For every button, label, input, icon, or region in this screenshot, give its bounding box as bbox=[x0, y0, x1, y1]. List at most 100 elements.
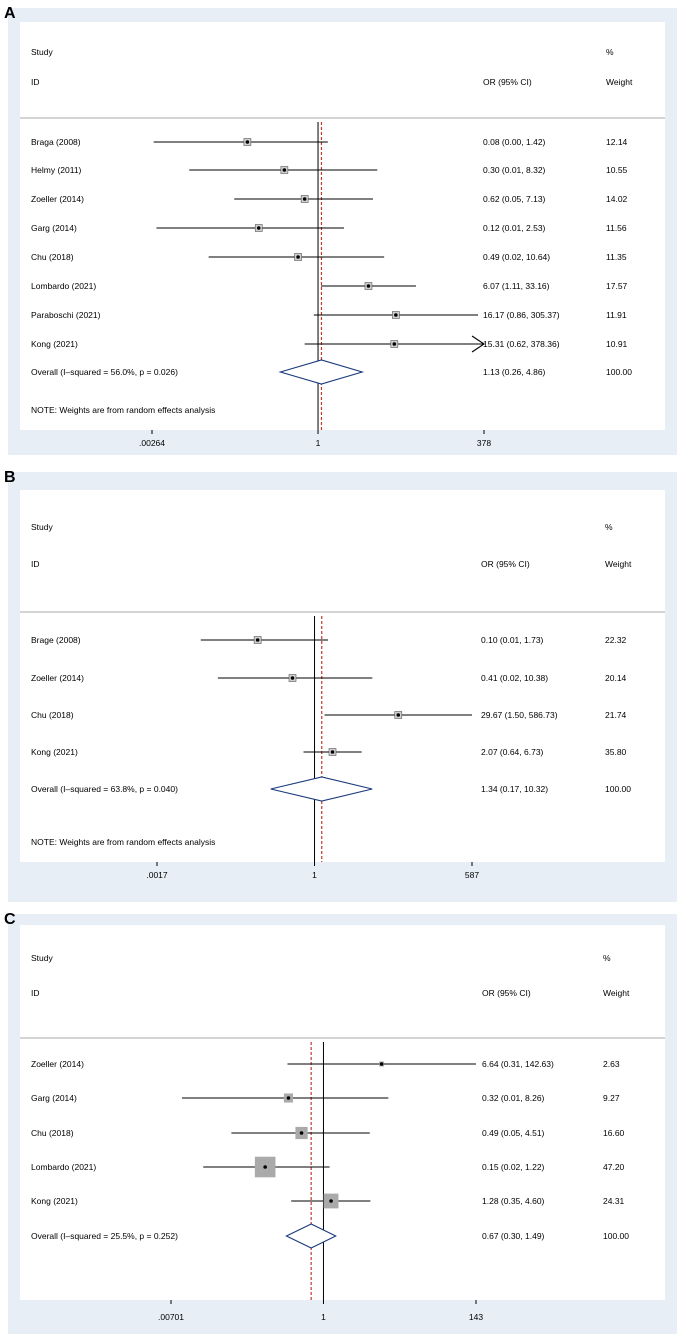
panel-a-study-weight: 11.91 bbox=[606, 310, 627, 320]
panel-c-study-or-ci: 0.32 (0.01, 8.26) bbox=[482, 1093, 545, 1103]
panel-a-study-name: Lombardo (2021) bbox=[31, 281, 96, 291]
panel-a-overall-weight: 100.00 bbox=[606, 367, 632, 377]
panel-a-tick-label: 378 bbox=[477, 438, 491, 448]
panel-b-tick-label: 587 bbox=[465, 870, 479, 880]
panel-b-point-estimate bbox=[290, 676, 295, 680]
panel-c-tick-label: 1 bbox=[321, 1312, 326, 1322]
panel-b-study-or-ci: 2.07 (0.64, 6.73) bbox=[481, 747, 544, 757]
panel-a-study-weight: 11.56 bbox=[606, 223, 627, 233]
panel-c-overall-diamond bbox=[285, 1223, 337, 1249]
panel-a-overall-label: Overall (I–squared = 56.0%, p = 0.026) bbox=[31, 367, 178, 377]
panel-c-overall-weight: 100.00 bbox=[603, 1231, 629, 1241]
panel-a-study-name: Garg (2014) bbox=[31, 223, 77, 233]
panel-c-study-name: Chu (2018) bbox=[31, 1128, 74, 1138]
panel-a-point-estimate bbox=[394, 313, 398, 317]
panel-a-study-or-ci: 0.49 (0.02, 10.64) bbox=[483, 252, 550, 262]
panel-c-header-percent: % bbox=[603, 953, 611, 963]
panel-c-study-or-ci: 6.64 (0.31, 142.63) bbox=[482, 1059, 554, 1069]
panel-c-tick-label: .00701 bbox=[158, 1312, 184, 1322]
panel-a-point-estimate bbox=[302, 197, 307, 201]
panel-a-header-or: OR (95% CI) bbox=[483, 77, 532, 87]
panel-a-study-name: Paraboschi (2021) bbox=[31, 310, 101, 320]
panel-b-study-or-ci: 0.10 (0.01, 1.73) bbox=[481, 635, 544, 645]
panel-c-point-estimate bbox=[286, 1096, 291, 1100]
panel-b-point-estimate bbox=[396, 713, 401, 717]
panel-c-study-weight: 9.27 bbox=[603, 1093, 620, 1103]
panel-a-study-name: Chu (2018) bbox=[31, 252, 74, 262]
panel-b-study-or-ci: 0.41 (0.02, 10.38) bbox=[481, 673, 548, 683]
panel-b-tick-label: .0017 bbox=[146, 870, 168, 880]
panel-a-plot-area bbox=[20, 22, 665, 430]
panel-a-study-or-ci: 15.31 (0.62, 378.36) bbox=[483, 339, 560, 349]
panel-c-overall-or-ci: 0.67 (0.30, 1.49) bbox=[482, 1231, 545, 1241]
panel-b-header-id: ID bbox=[31, 559, 40, 569]
panel-a-point-estimate bbox=[366, 284, 371, 288]
panel-b-point-estimate bbox=[330, 750, 335, 754]
panel-b-plot-area bbox=[20, 490, 665, 862]
panel-a-study-or-ci: 0.62 (0.05, 7.13) bbox=[483, 194, 546, 204]
panel-c-study-weight: 16.60 bbox=[603, 1128, 625, 1138]
panel-b-letter: B bbox=[4, 469, 16, 486]
panel-a-study-or-ci: 0.08 (0.00, 1.42) bbox=[483, 137, 546, 147]
panel-c-plot-area bbox=[20, 925, 665, 1300]
panel-b-overall-weight: 100.00 bbox=[605, 784, 631, 794]
panel-a-point-estimate bbox=[256, 226, 261, 230]
panel-c-study-weight: 47.20 bbox=[603, 1162, 625, 1172]
panel-b-overall-diamond bbox=[270, 776, 373, 802]
panel-c-header-study: Study bbox=[31, 953, 53, 963]
panel-a-tick-label: 1 bbox=[316, 438, 321, 448]
panel-a-study-or-ci: 0.12 (0.01, 2.53) bbox=[483, 223, 546, 233]
panel-b-point-estimate bbox=[255, 638, 260, 642]
panel-a-header-weight: Weight bbox=[606, 77, 633, 87]
panel-a-study-weight: 14.02 bbox=[606, 194, 628, 204]
panel-a-header-id: ID bbox=[31, 77, 40, 87]
panel-b-tick-label: 1 bbox=[312, 870, 317, 880]
panel-a-study-name: Zoeller (2014) bbox=[31, 194, 84, 204]
panel-a-point-estimate bbox=[392, 342, 397, 346]
panel-a-note: NOTE: Weights are from random effects an… bbox=[31, 405, 215, 415]
panel-c-point-estimate bbox=[379, 1062, 384, 1066]
panel-b-header-percent: % bbox=[605, 522, 613, 532]
panel-a-overall-diamond bbox=[278, 359, 365, 385]
panel-a-header-study: Study bbox=[31, 47, 53, 57]
panel-b-header-weight: Weight bbox=[605, 559, 632, 569]
panel-b-study-weight: 20.14 bbox=[605, 673, 627, 683]
panel-a-study-weight: 10.55 bbox=[606, 165, 628, 175]
panel-c-letter: C bbox=[4, 911, 16, 928]
panel-a-study-weight: 17.57 bbox=[606, 281, 628, 291]
panel-b-study-weight: 35.80 bbox=[605, 747, 627, 757]
panel-b-study-name: Brage (2008) bbox=[31, 635, 81, 645]
panel-b-study-name: Kong (2021) bbox=[31, 747, 78, 757]
panel-a-study-or-ci: 6.07 (1.11, 33.16) bbox=[483, 281, 550, 291]
panel-a-header-percent: % bbox=[606, 47, 614, 57]
panel-b-overall-label: Overall (I–squared = 63.8%, p = 0.040) bbox=[31, 784, 178, 794]
panel-a-study-or-ci: 0.30 (0.01, 8.32) bbox=[483, 165, 546, 175]
panel-a-overall-or-ci: 1.13 (0.26, 4.86) bbox=[483, 367, 546, 377]
panel-c-study-or-ci: 0.15 (0.02, 1.22) bbox=[482, 1162, 545, 1172]
panel-c-study-weight: 24.31 bbox=[603, 1196, 625, 1206]
panel-c-overall-label: Overall (I–squared = 25.5%, p = 0.252) bbox=[31, 1231, 178, 1241]
panel-a-study-name: Braga (2008) bbox=[31, 137, 81, 147]
panel-a-study-or-ci: 16.17 (0.86, 305.37) bbox=[483, 310, 560, 320]
panel-b-note: NOTE: Weights are from random effects an… bbox=[31, 837, 215, 847]
panel-a-point-estimate bbox=[282, 168, 287, 172]
panel-a-tick-label: .00264 bbox=[139, 438, 165, 448]
panel-c-study-or-ci: 1.28 (0.35, 4.60) bbox=[482, 1196, 545, 1206]
panel-c-header-weight: Weight bbox=[603, 988, 630, 998]
panel-c-point-estimate bbox=[299, 1131, 304, 1135]
panel-b-header-study: Study bbox=[31, 522, 53, 532]
panel-c-study-name: Lombardo (2021) bbox=[31, 1162, 96, 1172]
panel-c-header-id: ID bbox=[31, 988, 40, 998]
panel-a-study-weight: 11.35 bbox=[606, 252, 627, 262]
panel-b-study-or-ci: 29.67 (1.50, 586.73) bbox=[481, 710, 558, 720]
panel-b-study-weight: 21.74 bbox=[605, 710, 627, 720]
panel-c-study-name: Kong (2021) bbox=[31, 1196, 78, 1206]
panel-c-point-estimate bbox=[329, 1199, 333, 1203]
panel-a-study-weight: 12.14 bbox=[606, 137, 628, 147]
panel-a-point-estimate bbox=[245, 140, 250, 144]
panel-a-letter: A bbox=[4, 5, 16, 22]
panel-b-header-or: OR (95% CI) bbox=[481, 559, 530, 569]
panel-b-study-weight: 22.32 bbox=[605, 635, 627, 645]
panel-c-tick-label: 143 bbox=[469, 1312, 483, 1322]
